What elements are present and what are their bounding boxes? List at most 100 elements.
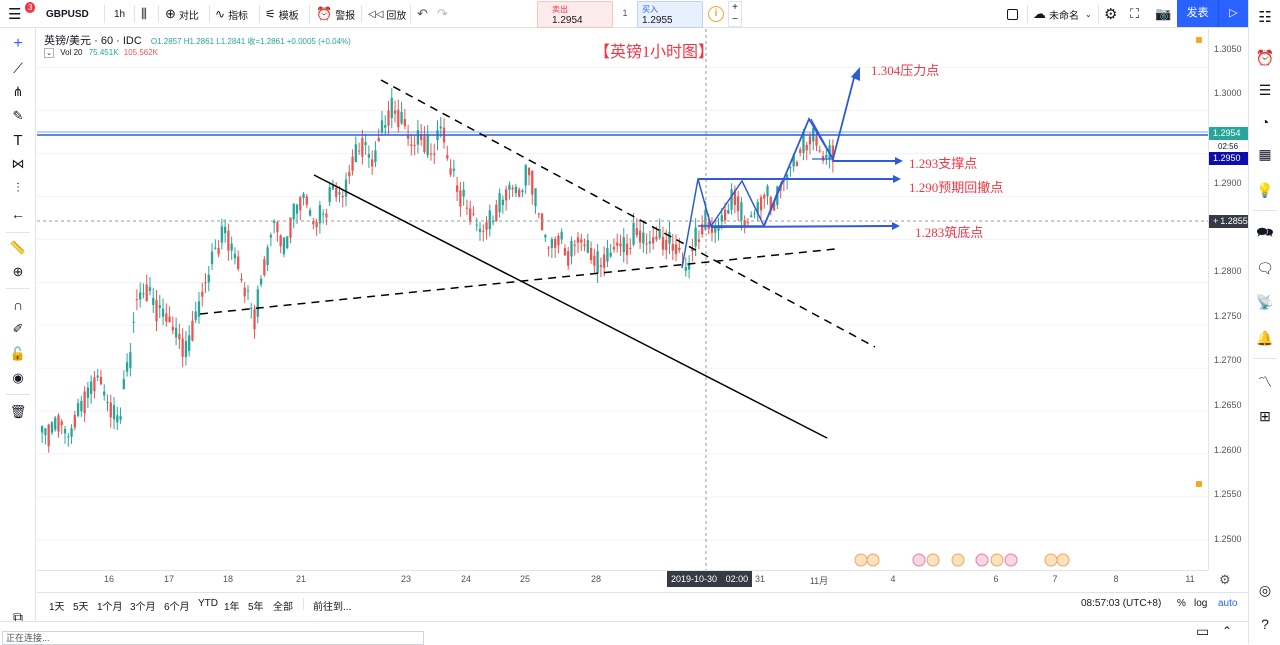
- indicators-button[interactable]: ∿ 指标: [215, 0, 248, 28]
- zoom-in-icon[interactable]: ⊕: [12, 264, 24, 279]
- pullback-annotation[interactable]: 1.290预期回撤点: [909, 180, 1004, 195]
- hotlist-icon[interactable]: ◔: [1260, 114, 1270, 130]
- magnet-icon[interactable]: ∩: [12, 297, 24, 313]
- projection-path[interactable]: [763, 73, 856, 227]
- sell-button[interactable]: 卖出 1.2954: [537, 1, 613, 28]
- percent-scale-toggle[interactable]: %: [1177, 598, 1186, 609]
- event-flag-icon[interactable]: [854, 553, 868, 567]
- notification-bell-icon[interactable]: 🔔: [1256, 329, 1274, 346]
- auto-scale-toggle[interactable]: auto: [1218, 598, 1238, 609]
- descending-dashed-trendline[interactable]: [380, 79, 876, 348]
- resistance-annotation[interactable]: 1.304压力点: [871, 63, 940, 78]
- range-5d[interactable]: 5天: [73, 602, 89, 613]
- goto-date-button[interactable]: 前往到...: [313, 602, 352, 613]
- event-flag-icon[interactable]: [866, 553, 880, 567]
- event-flag-icon[interactable]: [975, 553, 989, 567]
- idea-lightbulb-icon[interactable]: 💡: [1256, 181, 1274, 198]
- chart-title-annotation[interactable]: 【英镑1小时图】: [594, 44, 715, 61]
- clock-timezone[interactable]: 08:57:03 (UTC+8): [1081, 598, 1162, 609]
- range-1y[interactable]: 1年: [224, 602, 240, 613]
- text-tool-icon[interactable]: T: [13, 131, 23, 149]
- price-chart-svg[interactable]: [37, 29, 1208, 570]
- streams-icon[interactable]: 📡: [1256, 293, 1274, 310]
- expand-icon[interactable]: ⌃: [1222, 624, 1233, 638]
- range-1d[interactable]: 1天: [49, 602, 65, 613]
- layout-name-button[interactable]: ☁ 未命名 ⌄: [1033, 0, 1092, 28]
- price-axis[interactable]: 1.3050 1.3000 1.2900 1.2800 1.2750 1.270…: [1208, 29, 1249, 570]
- plus-icon[interactable]: +: [732, 2, 738, 13]
- trendline-icon[interactable]: ⟋: [13, 59, 23, 76]
- layers-icon[interactable]: ⧉: [13, 608, 23, 625]
- alerts-clock-icon[interactable]: ⏰: [1255, 50, 1275, 67]
- axis-settings-gear-icon[interactable]: ⚙: [1219, 572, 1231, 587]
- interval-button[interactable]: 1h: [114, 8, 126, 20]
- undo-icon[interactable]: ↶: [417, 6, 428, 21]
- range-3m[interactable]: 3个月: [130, 602, 156, 613]
- data-window-icon[interactable]: ☰: [1258, 81, 1272, 98]
- minimize-icon[interactable]: ▭: [1196, 623, 1210, 639]
- time-axis[interactable]: 16 17 18 21 23 24 25 28 31 11月 4 6 7 8 1…: [37, 570, 1208, 588]
- bottom-arrow[interactable]: [710, 225, 893, 228]
- event-flag-icon[interactable]: [912, 553, 926, 567]
- camera-icon[interactable]: 📷: [1155, 6, 1172, 21]
- event-flag-icon[interactable]: [951, 553, 965, 567]
- quantity-stepper[interactable]: + −: [728, 1, 742, 27]
- collapse-chevron-icon[interactable]: ⌄: [44, 48, 54, 58]
- play-circle-icon[interactable]: ▷: [1218, 0, 1248, 27]
- chart-type-button[interactable]: ⫼: [141, 0, 147, 28]
- lock-icon[interactable]: 🔓: [9, 346, 27, 361]
- event-flag-icon[interactable]: [1004, 553, 1018, 567]
- pitchfork-icon[interactable]: ⋔: [12, 84, 24, 99]
- support-annotation[interactable]: 1.293支撑点: [909, 156, 978, 171]
- crosshair-icon[interactable]: +: [13, 35, 23, 52]
- layout-square-icon[interactable]: [1007, 0, 1018, 28]
- event-flag-icon[interactable]: [1056, 553, 1070, 567]
- publish-button[interactable]: 发表: [1177, 0, 1218, 27]
- symbol-search[interactable]: GBPUSD: [46, 8, 89, 20]
- templates-button[interactable]: ⚟ 模板: [265, 0, 299, 28]
- comment-icon[interactable]: 🗨: [1256, 259, 1274, 276]
- event-flag-icon[interactable]: [990, 553, 1004, 567]
- alert-button[interactable]: ⏰ 警报: [316, 0, 355, 28]
- minus-icon[interactable]: −: [732, 14, 738, 25]
- order-panel-icon[interactable]: ⊞: [1259, 407, 1271, 424]
- brush-icon[interactable]: ✎: [12, 108, 24, 123]
- legend-title[interactable]: 英镑/美元 · 60 · IDC: [44, 35, 142, 47]
- chart-pane[interactable]: 英镑/美元 · 60 · IDC O1.2857 H1.2861 L1.2841…: [37, 29, 1208, 570]
- eye-icon[interactable]: ◉: [12, 370, 24, 385]
- trend-chart-icon[interactable]: 〽: [1258, 374, 1272, 390]
- bottom-annotation[interactable]: 1.283筑底点: [915, 225, 984, 240]
- range-6m[interactable]: 6个月: [164, 602, 190, 613]
- event-flag-icon[interactable]: [926, 553, 940, 567]
- fullscreen-icon[interactable]: ⛶: [1130, 6, 1140, 21]
- settings-gear-icon[interactable]: ⚙: [1104, 6, 1118, 23]
- info-icon[interactable]: i: [708, 6, 724, 22]
- event-flag-icon[interactable]: [1044, 553, 1058, 567]
- economic-events[interactable]: [854, 553, 1070, 567]
- calendar-icon[interactable]: ▦: [1258, 145, 1272, 162]
- chats-icon[interactable]: 🗪: [1256, 224, 1274, 240]
- menu-button[interactable]: ☰ 3: [8, 0, 36, 28]
- trash-icon[interactable]: 🗑: [9, 404, 27, 419]
- pencil-lock-icon[interactable]: ✐: [12, 321, 24, 336]
- vol-label[interactable]: Vol 20: [60, 48, 83, 57]
- range-1m[interactable]: 1个月: [97, 602, 123, 613]
- watchlist-icon[interactable]: ☷: [1258, 9, 1272, 26]
- solid-descending-trendline[interactable]: [313, 174, 828, 439]
- range-ytd[interactable]: YTD: [198, 598, 218, 609]
- pattern-icon[interactable]: ⋈: [11, 156, 25, 171]
- compare-button[interactable]: ⊕ 对比: [165, 0, 199, 28]
- prediction-icon[interactable]: ⫶: [16, 180, 20, 195]
- buy-button[interactable]: 买入 1.2955: [637, 1, 703, 28]
- ruler-icon[interactable]: 📏: [9, 240, 27, 255]
- back-arrow-icon[interactable]: ←: [11, 206, 25, 222]
- redo-icon[interactable]: ↷: [437, 6, 448, 21]
- log-scale-toggle[interactable]: log: [1194, 598, 1208, 609]
- help-icon[interactable]: ?: [1261, 616, 1269, 632]
- range-5y[interactable]: 5年: [248, 602, 264, 613]
- plus-icon[interactable]: +: [1213, 216, 1219, 226]
- range-all[interactable]: 全部: [273, 602, 293, 613]
- replay-button[interactable]: ◁◁ 回放: [368, 0, 406, 28]
- wave-path[interactable]: [697, 178, 783, 228]
- signal-icon[interactable]: ◎: [1258, 581, 1272, 598]
